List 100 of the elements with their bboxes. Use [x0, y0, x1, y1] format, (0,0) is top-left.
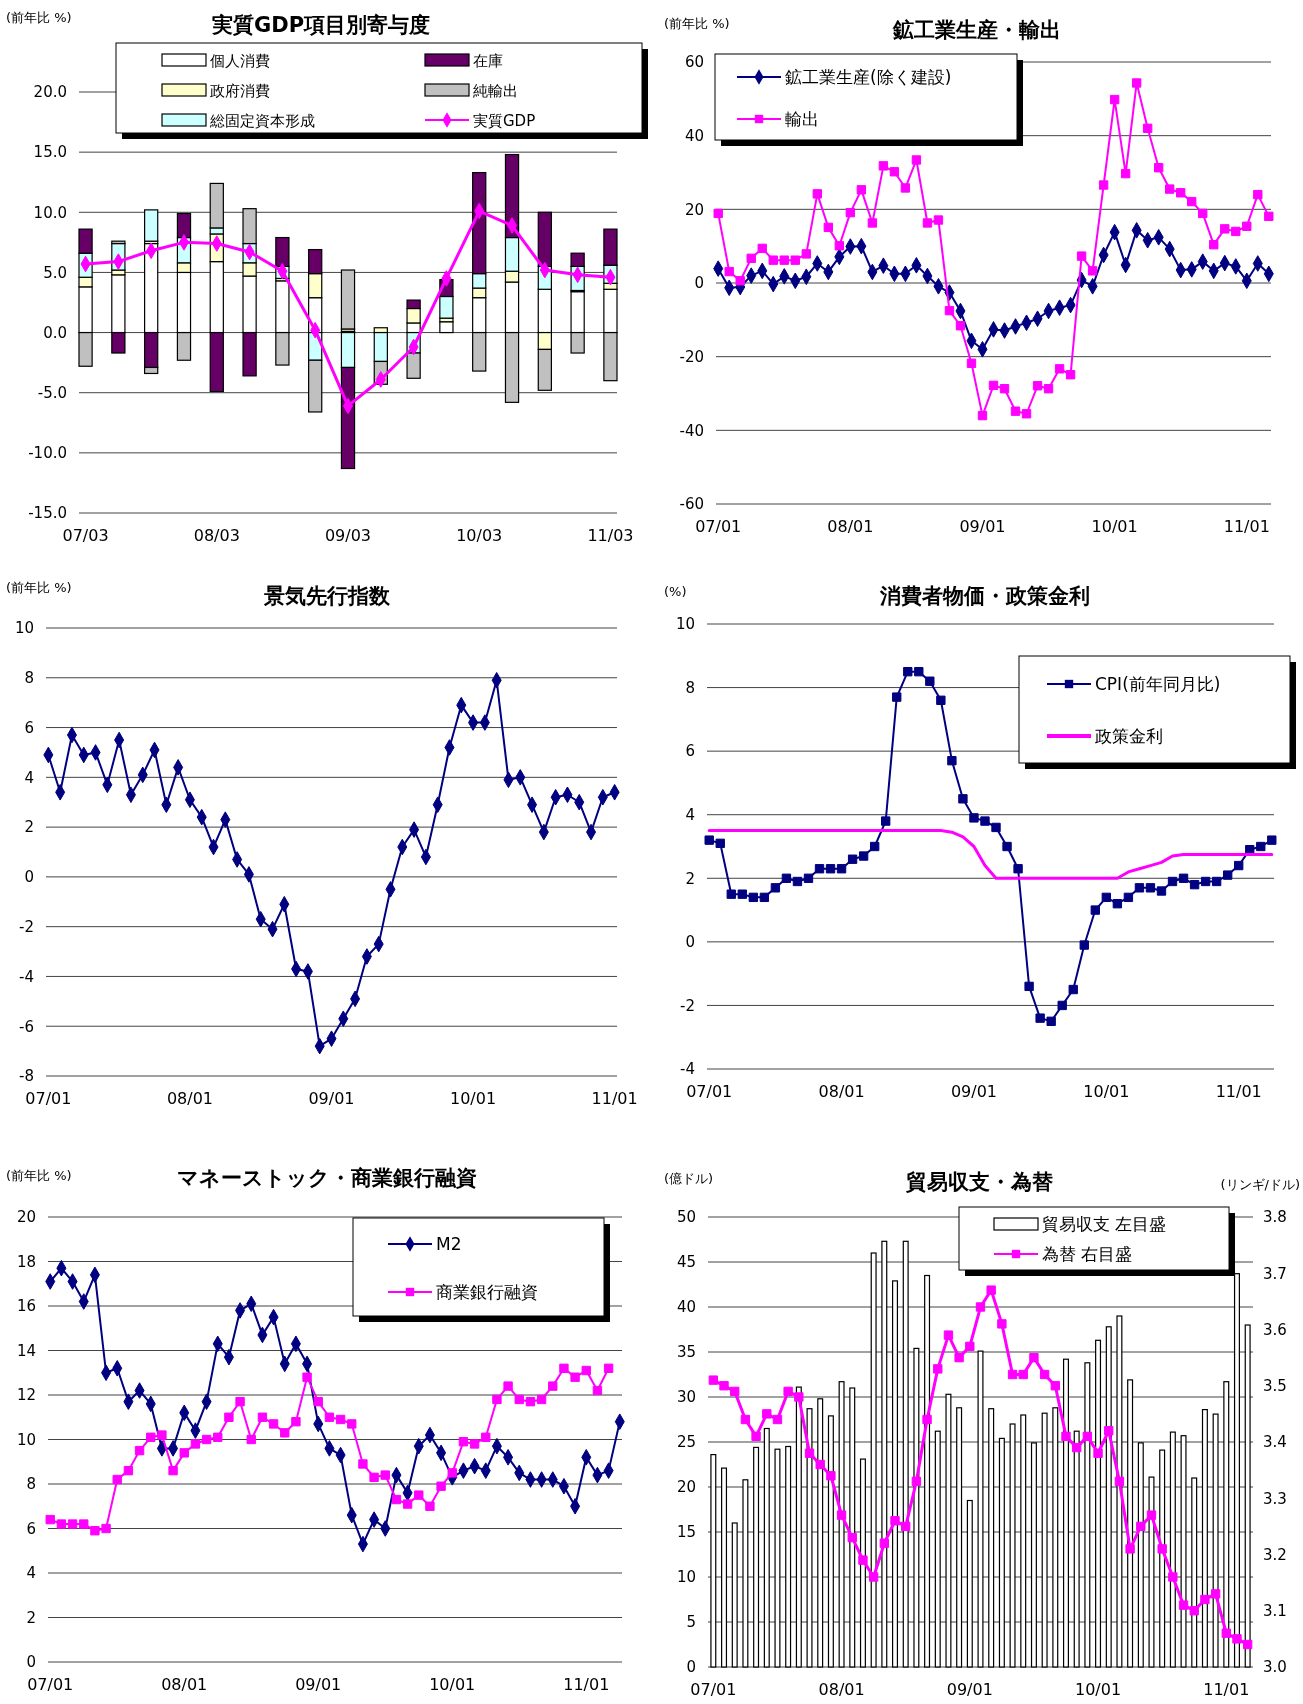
x-tick-label: 09/01	[308, 1089, 355, 1108]
legend-label: 輸出	[785, 109, 819, 129]
legend-label: 政府消費	[210, 82, 270, 100]
y-tick-label: 10.0	[33, 203, 67, 222]
y-tick-label: 20.0	[33, 83, 67, 102]
legend-label: 個人消費	[210, 52, 270, 70]
y2-tick-label: 3.0	[1263, 1658, 1287, 1677]
y-tick-label: -40	[679, 421, 704, 440]
y-tick-label: 0	[24, 868, 34, 887]
y-tick-label: 6	[24, 718, 34, 737]
y-tick-label: -6	[19, 1017, 34, 1036]
y-tick-label: 40	[676, 1298, 696, 1317]
y-tick-label: 30	[676, 1388, 696, 1407]
y-tick-label: 10	[14, 619, 34, 638]
y-tick-label: 20	[676, 1478, 696, 1497]
y-axis-title: (前年比 %)	[6, 10, 72, 25]
legend-label: 鉱工業生産(除く建設)	[785, 67, 952, 87]
y-axis-title: (前年比 %)	[6, 580, 72, 595]
y-tick-label: -2	[19, 917, 34, 936]
x-tick-label: 11/01	[1203, 1680, 1250, 1699]
legend-label: 貿易収支 左目盛	[1042, 1214, 1167, 1234]
y-tick-label: 8	[24, 669, 34, 688]
legend-label: 在庫	[473, 52, 503, 70]
chart-title: 景気先行指数	[263, 584, 391, 608]
legend-label: 実質GDP	[473, 112, 536, 130]
y-tick-label: 20	[16, 1208, 36, 1227]
y-tick-label: 15	[676, 1523, 696, 1542]
legend-label: 純輸出	[473, 82, 518, 100]
y-tick-label: 5	[686, 1613, 696, 1632]
y-tick-label: 15.0	[33, 143, 67, 162]
x-tick-label: 10/03	[456, 526, 503, 545]
x-tick-label: 08/01	[166, 1089, 213, 1108]
y2-tick-label: 3.1	[1263, 1602, 1287, 1621]
y-tick-label: 0	[686, 1658, 696, 1677]
y-tick-label: 0	[26, 1653, 36, 1672]
x-tick-label: 08/01	[818, 1680, 865, 1699]
y-tick-label: -10.0	[28, 444, 67, 463]
y-tick-label: 10	[675, 615, 695, 634]
chart-title: 貿易収支・為替	[904, 1170, 1053, 1194]
y-tick-label: 4	[26, 1564, 36, 1583]
y-tick-label: 8	[685, 678, 695, 697]
y-tick-label: 16	[16, 1297, 36, 1316]
y-tick-label: 6	[26, 1519, 36, 1538]
x-tick-label: 09/01	[295, 1675, 342, 1694]
x-tick-label: 09/01	[946, 1680, 993, 1699]
y2-tick-label: 3.6	[1263, 1320, 1287, 1339]
x-tick-label: 11/01	[1215, 1082, 1262, 1101]
y-tick-label: 50	[676, 1208, 696, 1227]
y2-tick-label: 3.7	[1263, 1264, 1287, 1283]
y-tick-label: 2	[685, 869, 695, 888]
x-tick-label: 07/01	[25, 1089, 72, 1108]
chart-title: 鉱工業生産・輸出	[892, 18, 1061, 42]
y-tick-label: 14	[16, 1341, 36, 1360]
chart-title: マネーストック・商業銀行融資	[177, 1166, 477, 1190]
y-tick-label: -20	[679, 347, 704, 366]
legend-label: M2	[436, 1234, 462, 1254]
y-tick-label: 25	[676, 1433, 696, 1452]
y-tick-label: 20	[684, 200, 704, 219]
y-tick-label: -2	[680, 996, 695, 1015]
y-tick-label: -5.0	[37, 384, 67, 403]
x-tick-label: 07/03	[62, 526, 109, 545]
y-tick-label: 8	[26, 1475, 36, 1494]
y2-tick-label: 3.2	[1263, 1545, 1287, 1564]
y-tick-label: 12	[16, 1386, 36, 1405]
x-tick-label: 07/01	[686, 1082, 733, 1101]
y2-tick-label: 3.8	[1263, 1208, 1287, 1227]
x-tick-label: 10/01	[1091, 517, 1138, 536]
x-tick-label: 07/01	[690, 1680, 737, 1699]
x-tick-label: 09/01	[959, 517, 1006, 536]
y-tick-label: 40	[684, 126, 704, 145]
y-tick-label: 10	[676, 1568, 696, 1587]
y-axis-title: (億ドル)	[664, 1171, 714, 1186]
x-tick-label: 11/01	[563, 1675, 610, 1694]
x-tick-label: 10/01	[450, 1089, 497, 1108]
x-tick-label: 10/01	[1083, 1082, 1130, 1101]
x-tick-label: 07/01	[27, 1675, 74, 1694]
y-axis-title: (前年比 %)	[664, 16, 730, 31]
y2-tick-label: 3.5	[1263, 1377, 1287, 1396]
y2-tick-label: 3.4	[1263, 1433, 1287, 1452]
y-tick-label: 6	[685, 742, 695, 761]
y-tick-label: -8	[19, 1067, 34, 1086]
y-tick-label: 10	[16, 1430, 36, 1449]
legend-label: 総固定資本形成	[209, 112, 315, 130]
y2-axis-title: (リンギ/ドル)	[1220, 1177, 1300, 1192]
y-axis-title: (前年比 %)	[6, 1168, 72, 1183]
x-tick-label: 09/03	[324, 526, 372, 545]
x-tick-label: 11/01	[591, 1089, 638, 1108]
x-tick-label: 11/03	[587, 526, 634, 545]
y-tick-label: 4	[685, 806, 695, 825]
y-tick-label: -4	[680, 1060, 695, 1079]
y-tick-label: 0	[685, 933, 695, 952]
y-axis-title: (%)	[664, 584, 687, 599]
y-tick-label: 45	[676, 1253, 696, 1272]
y-tick-label: -60	[679, 495, 704, 514]
y-tick-label: 2	[26, 1608, 36, 1627]
x-tick-label: 11/01	[1223, 517, 1270, 536]
x-tick-label: 08/01	[827, 517, 874, 536]
y-tick-label: 5.0	[43, 263, 67, 282]
x-tick-label: 10/01	[429, 1675, 476, 1694]
legend-label: 為替 右目盛	[1042, 1244, 1133, 1264]
